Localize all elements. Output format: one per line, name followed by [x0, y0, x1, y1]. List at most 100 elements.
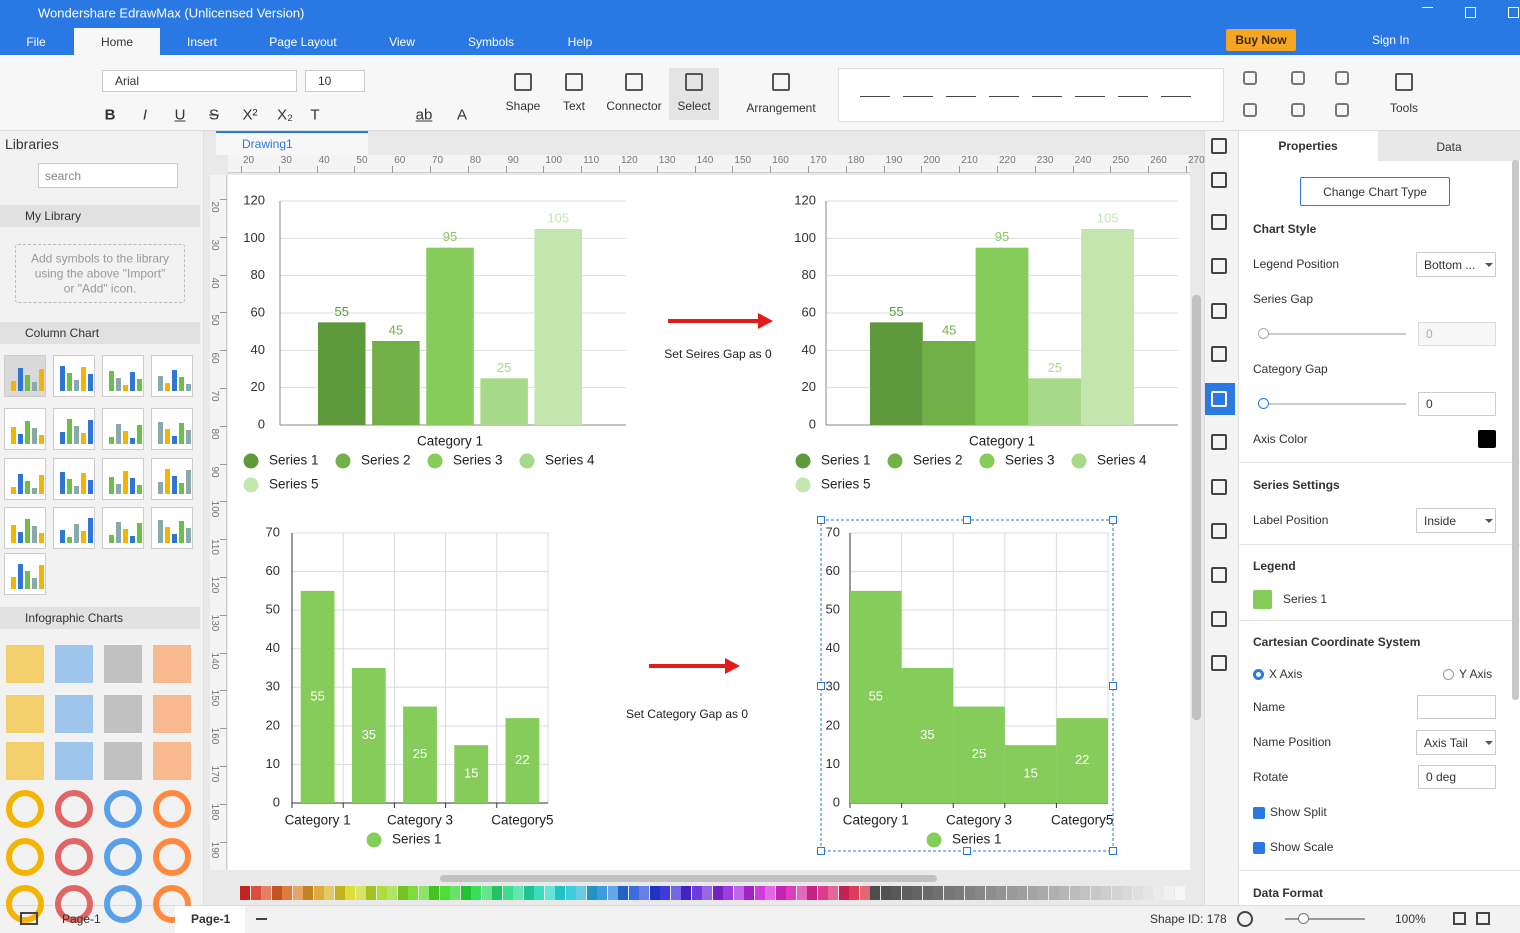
- zoom-handle[interactable]: [1298, 913, 1309, 924]
- palette-swatch[interactable]: [387, 886, 397, 900]
- palette-swatch[interactable]: [796, 886, 807, 900]
- library-thumbnail[interactable]: [4, 507, 46, 549]
- side-tool-icon[interactable]: [1211, 479, 1227, 495]
- palette-swatch[interactable]: [838, 886, 849, 900]
- format-button[interactable]: X²: [242, 106, 258, 124]
- donut-thumbnail[interactable]: [55, 885, 93, 923]
- palette-swatch[interactable]: [408, 886, 418, 900]
- format-icon[interactable]: [1291, 103, 1305, 117]
- palette-swatch[interactable]: [649, 886, 660, 900]
- font-family-select[interactable]: [102, 70, 297, 92]
- slider-handle[interactable]: [1258, 328, 1269, 339]
- palette-swatch[interactable]: [1027, 886, 1038, 900]
- checkbox[interactable]: [1253, 842, 1265, 854]
- fit-icon[interactable]: [1453, 912, 1466, 925]
- window-minimize[interactable]: [1422, 7, 1433, 8]
- menu-tab[interactable]: Page Layout: [269, 35, 337, 49]
- palette-swatch[interactable]: [681, 886, 691, 900]
- palette-swatch[interactable]: [366, 886, 376, 900]
- axis-color-swatch[interactable]: [1478, 430, 1496, 448]
- slider-handle[interactable]: [1258, 398, 1269, 409]
- number-input[interactable]: [1418, 392, 1496, 416]
- add-page[interactable]: [256, 918, 267, 920]
- palette-swatch[interactable]: [1059, 886, 1069, 900]
- side-tool-icon[interactable]: [1211, 138, 1227, 154]
- palette-swatch[interactable]: [702, 886, 712, 900]
- format-icon[interactable]: [1243, 71, 1257, 85]
- tool-label[interactable]: Shape: [505, 99, 541, 113]
- palette-swatch[interactable]: [1017, 886, 1027, 900]
- palette-swatch[interactable]: [775, 886, 786, 900]
- palette-swatch[interactable]: [933, 886, 943, 900]
- palette-swatch[interactable]: [471, 886, 481, 900]
- infographic-thumbnail[interactable]: [104, 742, 142, 780]
- infographic-thumbnail[interactable]: [153, 742, 191, 780]
- donut-thumbnail[interactable]: [153, 885, 191, 923]
- side-tool-icon[interactable]: [1211, 346, 1227, 362]
- palette-swatch[interactable]: [1080, 886, 1090, 900]
- tool-label[interactable]: Tools: [1389, 101, 1419, 115]
- infographic-thumbnail[interactable]: [104, 645, 142, 683]
- format-button[interactable]: B: [104, 106, 116, 124]
- palette-swatch[interactable]: [282, 886, 292, 900]
- donut-thumbnail[interactable]: [55, 790, 93, 828]
- palette-swatch[interactable]: [660, 886, 670, 900]
- library-search[interactable]: [38, 163, 178, 188]
- palette-swatch[interactable]: [786, 886, 796, 900]
- v-scroll-thumb[interactable]: [1192, 295, 1201, 720]
- palette-swatch[interactable]: [345, 886, 355, 900]
- line-style-arrow[interactable]: [989, 96, 1019, 97]
- library-thumbnail[interactable]: [4, 408, 46, 450]
- properties-tab[interactable]: Properties: [1278, 139, 1338, 153]
- side-tool-icon[interactable]: [1211, 303, 1227, 319]
- format-button[interactable]: ab: [415, 106, 433, 124]
- data-tab-bg[interactable]: [1378, 131, 1520, 161]
- buy-now-button[interactable]: [1226, 29, 1296, 51]
- palette-swatch[interactable]: [817, 886, 828, 900]
- palette-swatch[interactable]: [670, 886, 681, 900]
- line-style-arrow[interactable]: [1075, 96, 1105, 97]
- side-tool-icon[interactable]: [1211, 523, 1227, 539]
- palette-swatch[interactable]: [418, 886, 429, 900]
- side-tool-icon[interactable]: [1211, 611, 1227, 627]
- palette-swatch[interactable]: [240, 886, 250, 900]
- palette-swatch[interactable]: [355, 886, 366, 900]
- palette-swatch[interactable]: [901, 886, 912, 900]
- menu-tab[interactable]: Help: [567, 35, 593, 49]
- palette-swatch[interactable]: [1090, 886, 1101, 900]
- line-style-arrow[interactable]: [946, 96, 976, 97]
- menu-tab[interactable]: File: [26, 35, 46, 49]
- library-thumbnail[interactable]: [102, 458, 144, 500]
- palette-swatch[interactable]: [313, 886, 324, 900]
- infographic-thumbnail[interactable]: [153, 645, 191, 683]
- palette-swatch[interactable]: [870, 886, 880, 900]
- menu-tab[interactable]: Insert: [186, 35, 218, 49]
- sign-in[interactable]: Sign In: [1372, 33, 1410, 47]
- format-icon[interactable]: [1243, 103, 1257, 117]
- side-tool-icon[interactable]: [1211, 434, 1227, 450]
- palette-swatch[interactable]: [607, 886, 618, 900]
- palette-swatch[interactable]: [1101, 886, 1111, 900]
- palette-swatch[interactable]: [1038, 886, 1048, 900]
- palette-swatch[interactable]: [261, 886, 271, 900]
- palette-swatch[interactable]: [534, 886, 544, 900]
- donut-thumbnail[interactable]: [104, 838, 142, 876]
- side-tool-icon[interactable]: [1211, 567, 1227, 583]
- infographic-thumbnail[interactable]: [153, 695, 191, 733]
- format-button[interactable]: S: [208, 106, 220, 124]
- palette-swatch[interactable]: [954, 886, 964, 900]
- font-size-select[interactable]: [305, 70, 365, 92]
- palette-swatch[interactable]: [492, 886, 502, 900]
- palette-swatch[interactable]: [544, 886, 555, 900]
- radio-checked[interactable]: [1253, 669, 1264, 680]
- page-tab[interactable]: Page-1: [191, 912, 231, 926]
- palette-swatch[interactable]: [334, 886, 345, 900]
- palette-swatch[interactable]: [922, 886, 933, 900]
- legend-swatch[interactable]: [1253, 590, 1272, 609]
- line-style-arrow[interactable]: [1032, 96, 1062, 97]
- library-thumbnail[interactable]: [4, 553, 46, 595]
- number-input[interactable]: [1418, 765, 1496, 789]
- donut-thumbnail[interactable]: [104, 885, 142, 923]
- zoom-slider[interactable]: [1285, 918, 1365, 920]
- infographic-thumbnail[interactable]: [55, 645, 93, 683]
